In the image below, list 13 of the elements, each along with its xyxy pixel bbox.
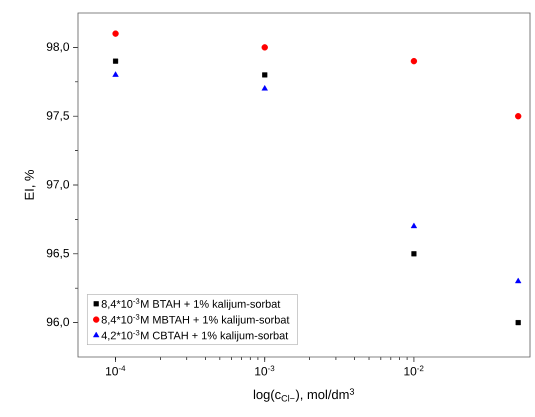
y-tick-label: 96,0 bbox=[46, 318, 70, 328]
x-axis-title: log(c$_{Cl−}$), mol/dm$^{3}$ bbox=[254, 388, 354, 402]
x-tick-label: 10$^{-4}$ bbox=[106, 366, 126, 376]
y-tick-label: 97,5 bbox=[46, 111, 70, 122]
x-tick-label: 10$^{-3}$ bbox=[255, 366, 274, 376]
legend-label: 4,2*10$^{-3}$M CBTAH + 1% kalijum-sorbat bbox=[101, 330, 288, 342]
x-tick-label: 10$^{-2}$ bbox=[404, 366, 424, 376]
y-axis-title: EI, % bbox=[24, 170, 36, 200]
legend-label: 8,4*10$^{-3}$M BTAH + 1% kalijum-sorbat bbox=[102, 298, 280, 310]
legend-label: 8,4*10$^{-3}$M MBTAH + 1% kalijum-sorbat bbox=[102, 314, 290, 326]
y-tick-label: 97,0 bbox=[46, 180, 70, 190]
y-tick-label: 98,0 bbox=[46, 42, 70, 52]
y-tick-label: 96,5 bbox=[46, 248, 70, 259]
